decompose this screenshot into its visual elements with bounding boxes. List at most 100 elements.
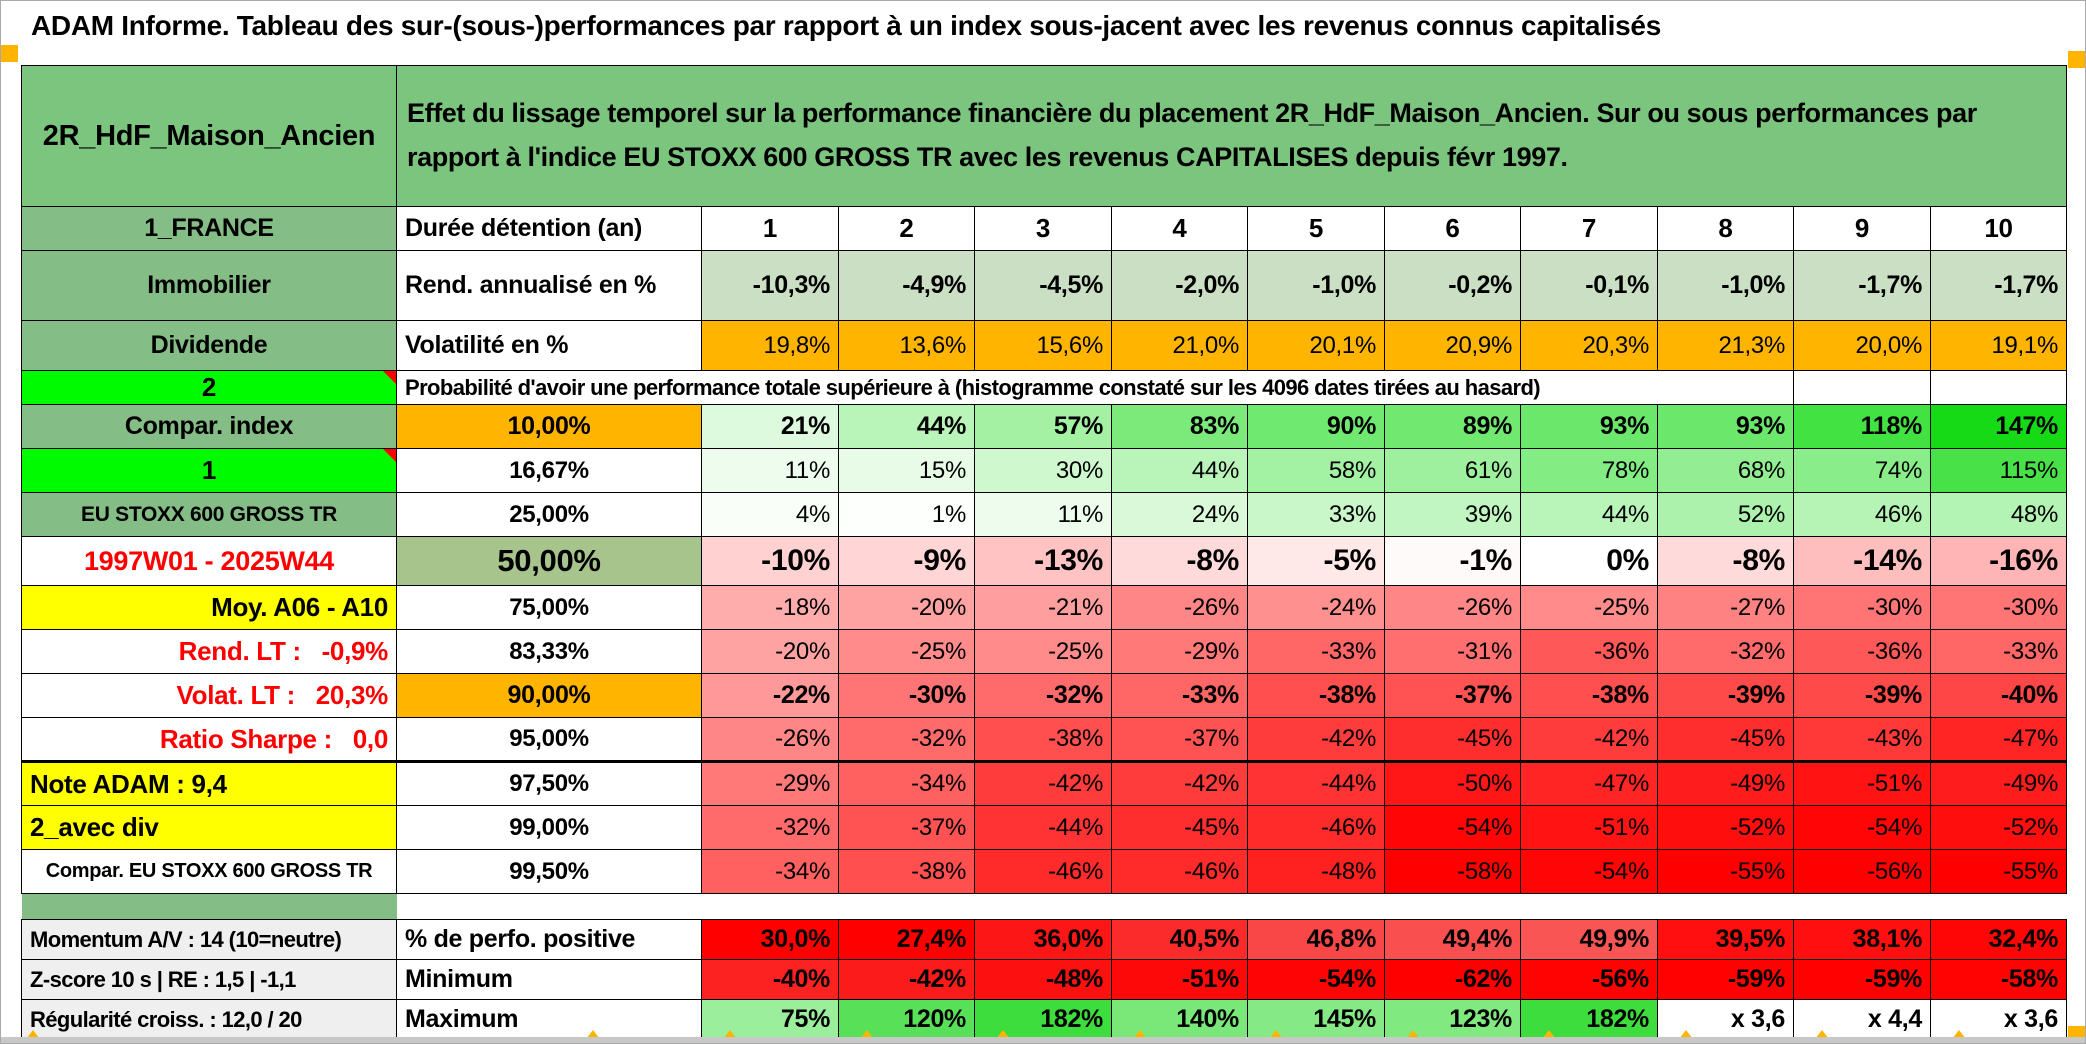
value-cell[interactable]: -51% bbox=[1111, 959, 1248, 1000]
value-cell[interactable]: 15,6% bbox=[974, 320, 1112, 371]
value-cell[interactable]: -54% bbox=[1793, 805, 1931, 850]
threshold-cell[interactable]: 90,00% bbox=[396, 673, 702, 718]
value-cell[interactable]: 8 bbox=[1657, 206, 1794, 251]
row-label-cell[interactable]: Dividende bbox=[21, 320, 397, 371]
value-cell[interactable]: 38,1% bbox=[1793, 919, 1931, 960]
row-label-cell[interactable]: Rend. LT : -0,9% bbox=[21, 629, 397, 674]
value-cell[interactable]: 24% bbox=[1111, 492, 1248, 537]
value-cell[interactable]: -34% bbox=[838, 760, 975, 806]
row-label-cell[interactable]: Moy. A06 - A10 bbox=[21, 585, 397, 630]
value-cell[interactable]: -8% bbox=[1657, 536, 1794, 586]
value-cell[interactable]: 140% bbox=[1111, 999, 1248, 1040]
value-cell[interactable]: 27,4% bbox=[838, 919, 975, 960]
value-cell[interactable]: -46% bbox=[1247, 805, 1385, 850]
value-cell[interactable]: -32% bbox=[701, 805, 839, 850]
value-cell[interactable]: 39% bbox=[1384, 492, 1521, 537]
row-label-cell[interactable]: 2_avec div bbox=[21, 805, 397, 850]
value-cell[interactable]: 118% bbox=[1793, 404, 1931, 449]
value-cell[interactable]: -52% bbox=[1930, 805, 2067, 850]
value-cell[interactable]: -44% bbox=[974, 805, 1112, 850]
value-cell[interactable]: 21% bbox=[701, 404, 839, 449]
value-cell[interactable]: 32,4% bbox=[1930, 919, 2067, 960]
row-label-cell[interactable]: Compar. index bbox=[21, 404, 397, 449]
value-cell[interactable]: 46% bbox=[1793, 492, 1931, 537]
value-cell[interactable]: -4,9% bbox=[838, 250, 975, 321]
value-cell[interactable]: -13% bbox=[974, 536, 1112, 586]
value-cell[interactable]: -47% bbox=[1930, 717, 2067, 762]
value-cell[interactable]: 9 bbox=[1793, 206, 1931, 251]
value-cell[interactable]: -42% bbox=[974, 760, 1112, 806]
value-cell[interactable]: 61% bbox=[1384, 448, 1521, 493]
value-cell[interactable]: -1,0% bbox=[1247, 250, 1385, 321]
value-cell[interactable]: 6 bbox=[1384, 206, 1521, 251]
value-cell[interactable]: -26% bbox=[701, 717, 839, 762]
prob-header-cell[interactable]: Probabilité d'avoir une performance tota… bbox=[396, 370, 1794, 405]
value-cell[interactable]: -45% bbox=[1111, 805, 1248, 850]
value-cell[interactable]: -46% bbox=[974, 849, 1112, 894]
empty-cell[interactable] bbox=[1930, 370, 2067, 405]
value-cell[interactable]: -38% bbox=[1247, 673, 1385, 718]
value-cell[interactable]: 68% bbox=[1657, 448, 1794, 493]
threshold-cell[interactable]: 97,50% bbox=[396, 760, 702, 806]
value-cell[interactable]: 49,4% bbox=[1384, 919, 1521, 960]
value-cell[interactable]: -30% bbox=[1793, 585, 1931, 630]
description-cell[interactable]: Effet du lissage temporel sur la perform… bbox=[396, 65, 2067, 207]
value-cell[interactable]: 1% bbox=[838, 492, 975, 537]
value-cell[interactable]: -27% bbox=[1657, 585, 1794, 630]
value-cell[interactable]: -25% bbox=[838, 629, 975, 674]
metric-label-cell[interactable]: Rend. annualisé en % bbox=[396, 250, 702, 321]
value-cell[interactable]: -38% bbox=[1520, 673, 1658, 718]
value-cell[interactable]: -43% bbox=[1793, 717, 1931, 762]
value-cell[interactable]: -42% bbox=[1520, 717, 1658, 762]
value-cell[interactable]: -32% bbox=[838, 717, 975, 762]
row-label-cell[interactable]: 1 bbox=[21, 448, 397, 493]
metric-label-cell[interactable]: Durée détention (an) bbox=[396, 206, 702, 251]
value-cell[interactable]: -48% bbox=[1247, 849, 1385, 894]
value-cell[interactable]: -39% bbox=[1793, 673, 1931, 718]
row-label-cell[interactable]: Ratio Sharpe : 0,0 bbox=[21, 717, 397, 762]
value-cell[interactable]: 19,8% bbox=[701, 320, 839, 371]
value-cell[interactable]: -33% bbox=[1111, 673, 1248, 718]
value-cell[interactable]: 4 bbox=[1111, 206, 1248, 251]
value-cell[interactable]: 19,1% bbox=[1930, 320, 2067, 371]
value-cell[interactable]: -40% bbox=[701, 959, 839, 1000]
value-cell[interactable]: 182% bbox=[1520, 999, 1658, 1040]
value-cell[interactable]: -54% bbox=[1384, 805, 1521, 850]
value-cell[interactable]: 7 bbox=[1520, 206, 1658, 251]
value-cell[interactable]: -5% bbox=[1247, 536, 1385, 586]
value-cell[interactable]: 49,9% bbox=[1520, 919, 1658, 960]
threshold-cell[interactable]: 83,33% bbox=[396, 629, 702, 674]
value-cell[interactable]: 123% bbox=[1384, 999, 1521, 1040]
value-cell[interactable]: x 3,6 bbox=[1930, 999, 2067, 1040]
value-cell[interactable]: -30% bbox=[1930, 585, 2067, 630]
value-cell[interactable]: -21% bbox=[974, 585, 1112, 630]
value-cell[interactable]: -52% bbox=[1657, 805, 1794, 850]
value-cell[interactable]: 90% bbox=[1247, 404, 1385, 449]
value-cell[interactable]: -55% bbox=[1657, 849, 1794, 894]
value-cell[interactable]: -1,7% bbox=[1930, 250, 2067, 321]
value-cell[interactable]: 10 bbox=[1930, 206, 2067, 251]
value-cell[interactable]: -37% bbox=[1111, 717, 1248, 762]
prob-group-label-cell[interactable]: 2 bbox=[21, 370, 397, 405]
metric-label-cell[interactable]: Minimum bbox=[396, 959, 702, 1000]
value-cell[interactable]: -39% bbox=[1657, 673, 1794, 718]
empty-cell[interactable] bbox=[1793, 370, 1931, 405]
value-cell[interactable]: -25% bbox=[1520, 585, 1658, 630]
value-cell[interactable]: 93% bbox=[1520, 404, 1658, 449]
value-cell[interactable]: -42% bbox=[1247, 717, 1385, 762]
value-cell[interactable]: 74% bbox=[1793, 448, 1931, 493]
value-cell[interactable]: 1 bbox=[701, 206, 839, 251]
value-cell[interactable]: -48% bbox=[974, 959, 1112, 1000]
value-cell[interactable]: 33% bbox=[1247, 492, 1385, 537]
value-cell[interactable]: -59% bbox=[1793, 959, 1931, 1000]
value-cell[interactable]: 93% bbox=[1657, 404, 1794, 449]
value-cell[interactable]: 78% bbox=[1520, 448, 1658, 493]
threshold-cell[interactable]: 50,00% bbox=[396, 536, 702, 586]
threshold-cell[interactable]: 99,50% bbox=[396, 849, 702, 894]
value-cell[interactable]: -1,7% bbox=[1793, 250, 1931, 321]
value-cell[interactable]: -49% bbox=[1930, 760, 2067, 806]
row-label-cell[interactable]: Momentum A/V : 14 (10=neutre) bbox=[21, 919, 397, 960]
value-cell[interactable]: 83% bbox=[1111, 404, 1248, 449]
value-cell[interactable]: 120% bbox=[838, 999, 975, 1040]
value-cell[interactable]: -44% bbox=[1247, 760, 1385, 806]
